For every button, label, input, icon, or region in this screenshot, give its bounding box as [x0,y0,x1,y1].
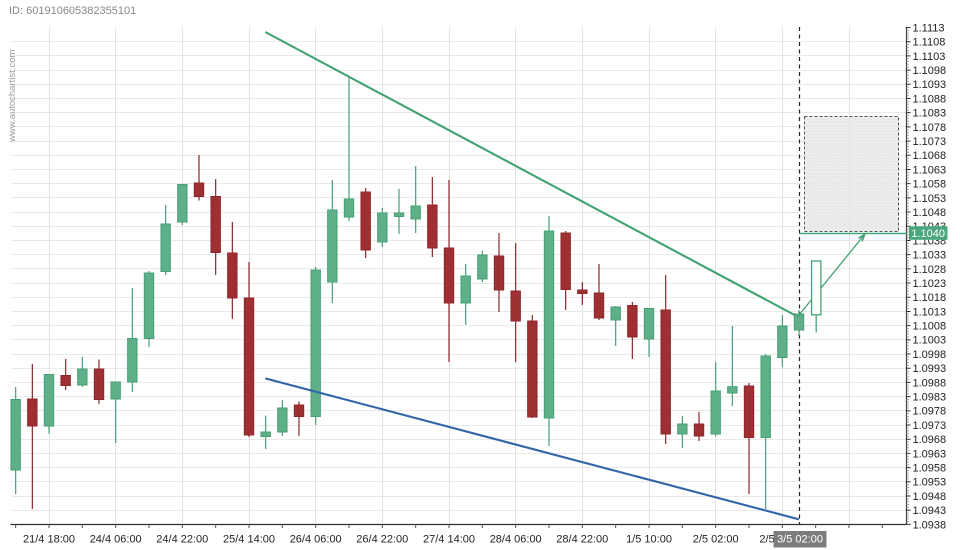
svg-text:1.1048: 1.1048 [913,207,947,219]
svg-text:1.0958: 1.0958 [913,463,947,475]
svg-text:26/4 06:00: 26/4 06:00 [290,534,342,546]
svg-text:ID: 601910605382355101: ID: 601910605382355101 [9,5,136,17]
svg-text:21/4 18:00: 21/4 18:00 [23,534,75,546]
svg-text:1.1088: 1.1088 [913,93,947,105]
svg-text:24/4 06:00: 24/4 06:00 [90,534,142,546]
svg-text:3/5 02:00: 3/5 02:00 [777,534,823,546]
svg-text:1.1113: 1.1113 [913,22,945,34]
svg-text:1.1053: 1.1053 [913,193,947,205]
svg-text:1.1058: 1.1058 [913,179,947,191]
svg-text:24/4 22:00: 24/4 22:00 [156,534,208,546]
svg-text:1.1093: 1.1093 [913,79,947,91]
svg-text:28/4 22:00: 28/4 22:00 [556,534,608,546]
svg-text:25/4 14:00: 25/4 14:00 [223,534,275,546]
svg-text:1.0938: 1.0938 [913,519,947,531]
svg-text:www.autochartist.com: www.autochartist.com [7,50,18,143]
svg-text:1.1033: 1.1033 [913,250,947,262]
svg-text:1.1013: 1.1013 [913,306,947,318]
svg-text:1.1003: 1.1003 [913,335,947,347]
svg-text:1/5 10:00: 1/5 10:00 [626,534,672,546]
svg-text:1.1103: 1.1103 [913,51,946,63]
svg-text:1.1108: 1.1108 [913,37,946,49]
svg-text:1.0998: 1.0998 [913,349,947,361]
svg-text:26/4 22:00: 26/4 22:00 [356,534,408,546]
svg-text:1.1040: 1.1040 [911,228,945,240]
svg-text:1.0968: 1.0968 [913,434,947,446]
svg-text:28/4 06:00: 28/4 06:00 [490,534,542,546]
svg-text:1.0973: 1.0973 [913,420,947,432]
svg-text:1.1023: 1.1023 [913,278,947,290]
svg-text:1.0953: 1.0953 [913,477,947,489]
svg-text:1.1008: 1.1008 [913,321,947,333]
svg-text:1.0993: 1.0993 [913,363,947,375]
svg-text:1.1073: 1.1073 [913,136,947,148]
svg-text:1.1028: 1.1028 [913,264,947,276]
svg-text:1.1083: 1.1083 [913,108,947,120]
svg-text:1.0988: 1.0988 [913,377,947,389]
svg-text:1.1063: 1.1063 [913,164,947,176]
svg-text:1.0943: 1.0943 [913,505,947,517]
svg-text:2/5 02:00: 2/5 02:00 [693,534,739,546]
svg-text:1.0963: 1.0963 [913,448,947,460]
svg-text:1.1078: 1.1078 [913,122,947,134]
svg-text:1.1018: 1.1018 [913,292,947,304]
svg-text:1.0948: 1.0948 [913,491,947,503]
svg-text:1.1098: 1.1098 [913,65,947,77]
svg-text:1.1068: 1.1068 [913,150,947,162]
svg-text:1.0978: 1.0978 [913,406,947,418]
svg-text:1.0983: 1.0983 [913,392,947,404]
svg-text:27/4 14:00: 27/4 14:00 [423,534,475,546]
